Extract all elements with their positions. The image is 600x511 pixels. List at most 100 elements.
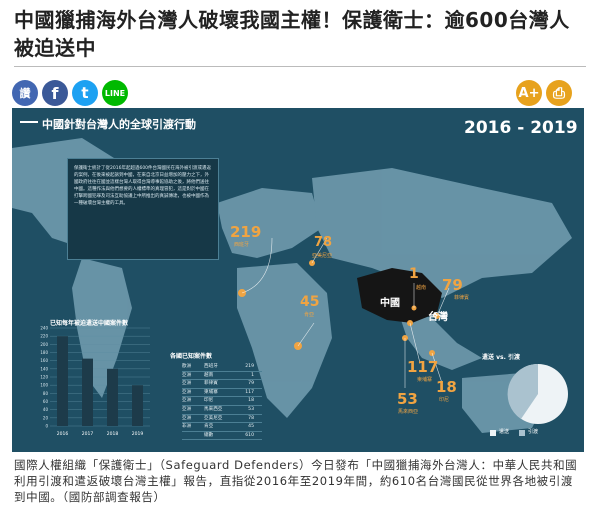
map-label-armenia-value: 78 <box>314 235 333 250</box>
headline-divider <box>14 66 586 67</box>
country-count: 117 <box>245 389 254 395</box>
twitter-share-button[interactable]: t <box>72 80 98 106</box>
europe-shape <box>217 188 322 258</box>
country-table-row: 亞洲 印尼 18 <box>182 397 262 406</box>
country-region: 亞洲 <box>182 398 192 404</box>
map-label-cambodia-place: 柬埔寨 <box>417 377 433 383</box>
title-bar-mark <box>20 121 38 123</box>
country-table-row: 亞洲 菲律賓 79 <box>182 380 262 389</box>
infographic-years: 2016 - 2019 <box>464 118 578 138</box>
map-label-armenia-place: 亞美尼亞 <box>312 253 333 259</box>
asia-shape <box>312 168 572 298</box>
print-button[interactable]: ⎙ <box>546 80 572 106</box>
country-region: 歐洲 <box>182 364 192 369</box>
x-tick-label: 2018 <box>107 431 119 437</box>
country-name: 越南 <box>204 372 214 378</box>
china-shape <box>357 268 442 323</box>
country-count: 18 <box>248 398 254 404</box>
pie-legend-extradite: 引渡 <box>528 429 539 435</box>
country-name: 柬埔寨 <box>204 389 218 395</box>
bar-2019 <box>132 385 143 426</box>
intro-text: 保護衛士統計了從2016年起超過600件台灣國民在海外被引渡或遣返的案例，在後來… <box>74 166 212 206</box>
y-tick-label: 20 <box>43 415 49 420</box>
country-region <box>182 432 204 440</box>
font-size-button[interactable]: A+ <box>516 80 542 106</box>
y-tick-label: 40 <box>43 407 49 412</box>
bar-2017 <box>82 358 93 426</box>
infographic: 中國針對台灣人的全球引渡行動 2016 - 2019 保護衛士統計了從2016年… <box>12 108 584 452</box>
line-share-button[interactable]: LINE <box>102 80 128 106</box>
country-name: 馬來西亞 <box>204 406 223 412</box>
map-label-philippines-value: 79 <box>442 276 463 294</box>
y-tick-label: 140 <box>40 366 48 371</box>
country-table-row: 亞洲 越南 1 <box>182 372 262 381</box>
country-table-row: 亞洲 亞美尼亞 78 <box>182 415 262 424</box>
map-label-cambodia-value: 117 <box>407 358 439 376</box>
x-tick-label: 2016 <box>57 431 69 437</box>
country-count: 78 <box>248 415 254 421</box>
map-label-spain-place: 西班牙 <box>234 242 250 248</box>
map-label-kenya-value: 45 <box>300 294 320 310</box>
country-table-row: 歐洲 西班牙 219 <box>182 363 262 372</box>
bar-2018 <box>107 368 118 426</box>
article-caption: 國際人權組織「保護衛士」（Safeguard Defenders）今日發布「中國… <box>14 458 578 504</box>
country-count: 1 <box>251 372 254 378</box>
twitter-icon: t <box>81 84 89 102</box>
country-region: 亞洲 <box>182 372 192 378</box>
country-table: 歐洲 西班牙 219 亞洲 越南 1 亞洲 菲律賓 79 亞洲 柬埔寨 117 亞洲 印尼 18 亞洲 馬來西亞… <box>182 363 262 441</box>
yearly-bar-chart: 0 20 40 60 80 100 120 140 160 180 200 220 240 2016 201… <box>40 326 150 437</box>
map-label-vietnam-value: 1 <box>409 266 419 282</box>
country-table-row: 總數 610 <box>182 432 262 441</box>
map-label-malaysia-value: 53 <box>397 390 418 408</box>
country-region: 亞洲 <box>182 381 192 387</box>
y-tick-label: 80 <box>43 391 49 396</box>
bar-chart-title: 已知每年被迫遣送中國案件數 <box>50 320 129 327</box>
print-icon: ⎙ <box>552 84 565 102</box>
deportation-vs-extradition-pie <box>507 363 568 424</box>
bar-2016 <box>57 336 68 426</box>
country-name: 亞美尼亞 <box>204 415 223 421</box>
country-count: 79 <box>248 381 254 387</box>
country-count: 610 <box>245 432 254 438</box>
facebook-share-button[interactable]: f <box>42 80 68 106</box>
country-table-title: 各國已知案件數 <box>170 353 213 360</box>
y-tick-label: 100 <box>40 383 48 388</box>
country-table-row: 亞洲 柬埔寨 117 <box>182 389 262 398</box>
country-name: 西班牙 <box>204 364 218 369</box>
country-count: 53 <box>248 406 254 412</box>
country-count: 219 <box>245 364 254 369</box>
map-label-indonesia-value: 18 <box>436 378 457 396</box>
map-label-vietnam-place: 越南 <box>416 285 427 291</box>
like-button[interactable]: 讚 <box>12 80 38 106</box>
pie-legend-deport: 遣送 <box>499 429 510 435</box>
country-region: 亞洲 <box>182 406 192 412</box>
y-tick-label: 120 <box>40 375 48 380</box>
y-tick-label: 60 <box>43 399 49 404</box>
map-label-taiwan: 台灣 <box>428 312 448 323</box>
map-label-malaysia-place: 馬來西亞 <box>398 409 419 415</box>
pie-extradition-slice <box>507 363 538 419</box>
country-table-row: 亞洲 馬來西亞 53 <box>182 406 262 415</box>
y-tick-label: 200 <box>40 342 48 347</box>
y-tick-label: 240 <box>40 326 48 331</box>
pie-title: 遣送 vs. 引渡 <box>482 354 520 361</box>
intro-box: 保護衛士統計了從2016年起超過600件台灣國民在海外被引渡或遣返的案例，在後來… <box>67 158 219 260</box>
line-icon: LINE <box>104 88 126 98</box>
x-tick-label: 2017 <box>82 431 94 437</box>
country-table-row: 非洲 肯亞 45 <box>182 423 262 432</box>
y-tick-label: 0 <box>45 424 48 429</box>
country-name: 菲律賓 <box>204 381 218 387</box>
article-headline: 中國獵捕海外台灣人破壞我國主權！保護衛士：逾600台灣人被迫送中 <box>14 8 570 60</box>
country-name: 肯亞 <box>204 424 214 430</box>
map-label-spain-value: 219 <box>230 223 262 241</box>
y-tick-label: 180 <box>40 350 48 355</box>
map-label-china: 中國 <box>380 298 400 309</box>
africa-shape <box>237 263 332 418</box>
country-name: 總數 <box>204 432 214 438</box>
pie-legend-extradite-swatch <box>519 430 525 436</box>
facebook-icon: f <box>51 83 59 103</box>
country-name: 印尼 <box>204 398 214 404</box>
map-label-kenya-place: 肯亞 <box>304 312 315 318</box>
country-region: 非洲 <box>182 424 192 430</box>
font-size-icon: A+ <box>518 85 540 101</box>
